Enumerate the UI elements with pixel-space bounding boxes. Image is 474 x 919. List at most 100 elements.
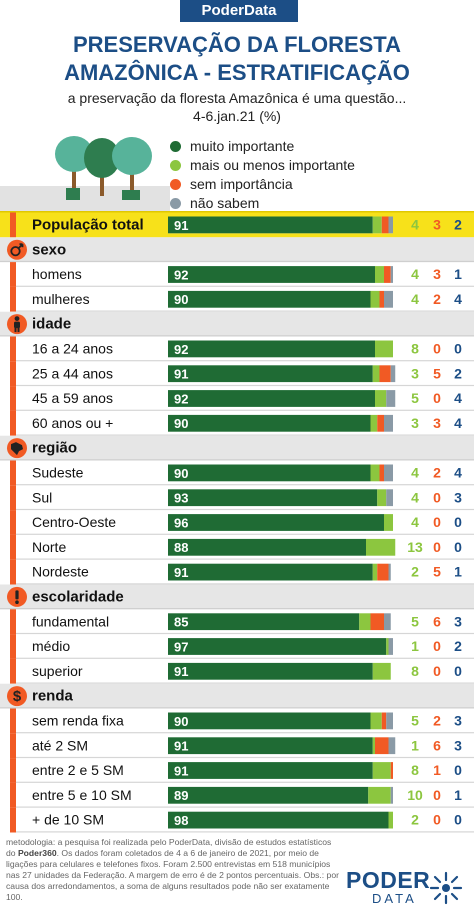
tree-trunk [72,168,76,194]
tree-crown [55,136,93,172]
total-accent [10,212,16,238]
value-label-45-a-59-anos-1: 5 [411,390,419,406]
value-label-fundamental-0: 85 [174,615,188,630]
bar-segment-45-a-59-anos-1 [375,390,387,407]
value-label-16-a-24-anos-2: 0 [433,341,441,357]
row-accent [10,609,16,635]
bar-segment-sul-0 [168,489,378,507]
value-label-entre-2-e-5-sm-3: 0 [454,762,462,778]
bar-segment-60-anos-ou-2 [377,414,384,432]
row-accent [10,758,16,783]
row-accent [10,658,16,684]
bar-segment-de-10-sm-0 [168,811,389,829]
value-label-fundamental-3: 3 [454,613,462,629]
row-label-homens: homens [32,266,82,282]
value-label-de-10-sm-2: 0 [433,812,441,828]
logo-burst-icon [429,871,463,905]
value-label-45-a-59-anos-2: 0 [433,390,441,406]
page-title-line2: AMAZÔNICA - ESTRATIFICAÇÃO [64,60,410,85]
bar-segment-25-a-44-anos-3 [390,365,396,383]
row-label-25-a-44-anos: 25 a 44 anos [32,365,113,381]
value-label-superior-0: 91 [174,664,188,679]
value-label-ate-2-sm-3: 3 [454,737,462,753]
value-label-entre-2-e-5-sm-2: 1 [433,762,441,778]
row-label-norte: Norte [32,539,66,555]
row-accent [10,510,16,535]
value-label-25-a-44-anos-1: 3 [411,365,419,381]
value-label-fundamental-1: 5 [411,613,419,629]
bar-segment-16-a-24-anos-0 [168,340,375,358]
value-label-homens-3: 1 [454,266,462,282]
value-label-60-anos-ou-3: 4 [454,415,462,431]
legend-swatch [170,198,181,209]
bar-segment-entre-5-e-10-sm-3 [390,786,393,804]
bar-segment-25-a-44-anos-1 [372,365,380,383]
row-label-16-a-24-anos: 16 a 24 anos [32,341,113,357]
bar-segment-45-a-59-anos-0 [168,390,375,407]
value-label-45-a-59-anos-3: 4 [454,390,462,406]
value-label-45-a-59-anos-0: 92 [174,391,188,406]
bar-segment-45-a-59-anos-3 [386,390,396,407]
bar-segment-sem-renda-fixa-1 [370,712,382,730]
value-label-entre-5-e-10-sm-1: 10 [407,787,423,803]
page-title-line1: PRESERVAÇÃO DA FLORESTA [73,32,401,57]
row-label-superior: superior [32,663,83,679]
legend-label: não sabem [190,195,260,211]
value-label-nordeste-0: 91 [174,565,188,580]
bar-segment-sem-renda-fixa-2 [381,712,387,730]
bar-segment-60-anos-ou-0 [168,414,371,432]
bar-segment-60-anos-ou-3 [384,414,393,432]
value-label-sul-0: 93 [174,491,188,506]
value-label-entre-2-e-5-sm-0: 91 [174,763,188,778]
row-accent [10,708,16,734]
bar-segment-fundamental-3 [384,613,391,631]
section-header-regiao [0,435,474,461]
legend-label: sem importância [190,176,293,192]
section-label-idade: idade [32,316,71,333]
value-label-superior-3: 0 [454,663,462,679]
bar-segment-sudeste-2 [379,464,384,482]
value-label-nordeste-2: 5 [433,564,441,580]
legend-label: mais ou menos importante [190,157,355,173]
value-label-sem-renda-fixa-0: 90 [174,714,188,729]
row-label-sem-renda-fixa: sem renda fixa [32,713,124,729]
value-label-de-10-sm-1: 2 [411,812,419,828]
bar-segment-mulheres-2 [379,290,384,308]
bar-segment-sem-renda-fixa-0 [168,712,371,730]
value-label-centro-oeste-0: 96 [174,515,188,530]
value-label-medio-3: 2 [454,638,462,654]
bar-segment-ate-2-sm-3 [388,737,396,755]
tree-trunk [100,172,104,196]
value-label-entre-2-e-5-sm-1: 8 [411,762,419,778]
row-accent [10,361,16,387]
bar-segment-nordeste-2 [377,563,389,581]
subtitle-question: a preservação da floresta Amazônica é um… [67,90,407,106]
bar-segment-mulheres-1 [370,290,380,308]
bar-segment-homens-3 [390,266,393,283]
bar-segment-sul-1 [377,489,387,507]
row-label-fundamental: fundamental [32,613,109,629]
bar-segment-16-a-24-anos-1 [375,340,393,358]
value-label-60-anos-ou-1: 3 [411,415,419,431]
bar-segment-centro-oeste-1 [384,514,393,531]
bush [122,190,140,200]
bar-segment-sudeste-0 [168,464,371,482]
row-label-45-a-59-anos: 45 a 59 anos [32,390,113,406]
row-accent [10,460,16,486]
bar-segment-60-anos-ou-1 [370,414,378,432]
value-label-sudeste-2: 2 [433,465,441,481]
legend-item-mais-ou-menos: mais ou menos importante [170,156,355,174]
bar-segment-populacao-total-3 [388,216,393,234]
row-accent [10,262,16,287]
bar-segment-centro-oeste-0 [168,514,384,531]
svg-text:$: $ [13,688,22,705]
value-label-medio-2: 0 [433,638,441,654]
value-label-16-a-24-anos-0: 92 [174,342,188,357]
row-label-nordeste: Nordeste [32,564,89,580]
bar-segment-nordeste-3 [388,563,391,581]
value-label-entre-5-e-10-sm-0: 89 [174,788,188,803]
bar-segment-homens-0 [168,266,375,283]
row-accent [10,534,16,560]
value-label-norte-1: 13 [407,539,423,555]
